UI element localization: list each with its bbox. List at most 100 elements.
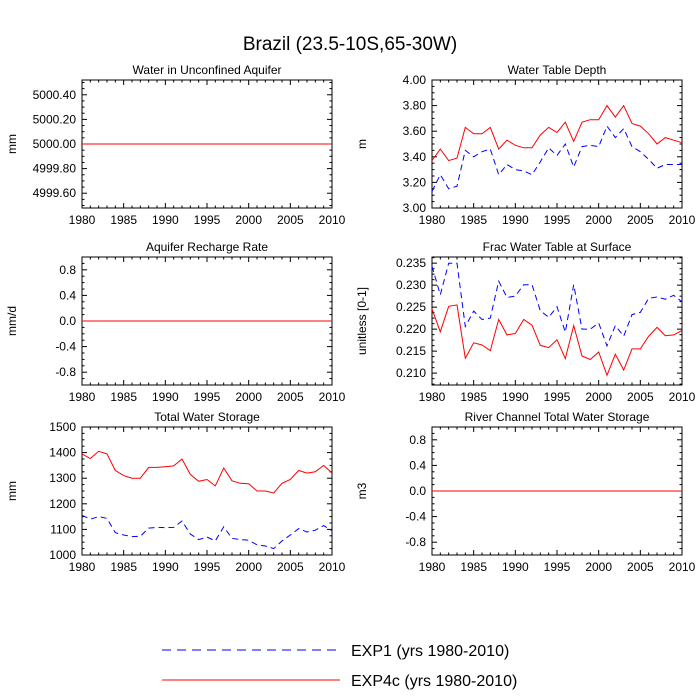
x-tick-label: 1985 [460,560,487,574]
x-tick-label: 2010 [669,390,696,404]
panel-3: Aquifer Recharge Rate 1980 1985 1990 1995 200… [5,240,346,404]
x-tick-label: 1990 [152,390,179,404]
x-tick-label: 1995 [194,390,221,404]
x-tick-label: 2000 [235,560,262,574]
y-tick-label: 0.0 [409,484,426,498]
x-tick-label: 2005 [627,213,654,227]
legend-label-exp1: EXP1 (yrs 1980-2010) [351,643,509,660]
x-tick-label: 1985 [110,390,137,404]
panel-title: Water Table Depth [508,63,607,77]
x-tick-label: 1985 [460,213,487,227]
x-tick-label: 1980 [69,390,96,404]
y-tick-label: 0.8 [59,263,76,277]
x-tick-label: 2005 [627,390,654,404]
x-tick-label: 1990 [502,560,529,574]
x-tick-label: 2010 [319,560,346,574]
y-tick-label: 4999.80 [33,162,77,176]
y-tick-label: 5000.20 [33,112,77,126]
panel-4: Frac Water Table at Surface 1980 1985 1990 1… [355,240,696,404]
x-tick-label: 2005 [277,390,304,404]
plot-frame [81,426,333,556]
x-tick-label: 2000 [235,213,262,227]
panel-2: Water Table Depth 1980 1985 1990 1995 2000 200… [355,63,696,227]
y-tick-label: 0.220 [396,322,426,336]
x-tick-label: 1990 [152,560,179,574]
panel-5: Total Water Storage 1980 1985 1990 1995 2000 2… [5,410,346,574]
series-line-exp4c [431,104,683,162]
x-tick-label: 2000 [585,213,612,227]
y-tick-label: 0.230 [396,278,426,292]
y-tick-label: 0.4 [409,458,426,472]
x-tick-label: 1995 [194,560,221,574]
legend: EXP1 (yrs 1980-2010) EXP4c (yrs 1980-201… [162,643,517,690]
y-tick-label: 1400 [49,446,76,460]
y-axis-label: m3 [355,482,369,499]
plot-frame [431,256,683,386]
panel-1: Water in Unconfined Aquifer 1980 1985 1990 1… [5,63,346,227]
x-tick-label: 1980 [69,213,96,227]
series-line-exp4c [431,304,683,377]
y-axis-label: unitless [0-1] [355,287,369,355]
panel-title: Total Water Storage [154,410,260,424]
y-axis-label: mm [5,134,19,154]
y-tick-label: 4.00 [403,73,427,87]
panel-title: River Channel Total Water Storage [465,410,650,424]
x-tick-label: 2005 [277,560,304,574]
x-tick-label: 1980 [419,390,446,404]
y-tick-label: 3.80 [403,99,427,113]
y-tick-label: -0.4 [405,510,426,524]
x-tick-label: 1980 [419,213,446,227]
x-tick-label: 2010 [319,390,346,404]
x-tick-label: 1990 [502,213,529,227]
y-tick-label: -0.8 [55,365,76,379]
x-tick-label: 2010 [669,560,696,574]
y-tick-label: 4999.60 [33,186,77,200]
panel-6: River Channel Total Water Storage 1980 198… [355,410,696,574]
y-tick-label: 3.40 [403,150,427,164]
y-tick-label: 0.225 [396,300,426,314]
x-tick-label: 2010 [669,213,696,227]
y-tick-label: -0.8 [405,535,426,549]
x-tick-label: 1985 [460,390,487,404]
y-tick-label: 0.210 [396,366,426,380]
x-tick-label: 1985 [110,560,137,574]
x-tick-label: 2000 [235,390,262,404]
y-tick-label: 1500 [49,420,76,434]
y-tick-label: 3.00 [403,201,427,215]
y-tick-label: 1100 [50,522,76,536]
y-tick-label: 0.8 [409,433,426,447]
panel-title: Aquifer Recharge Rate [146,240,268,254]
y-axis-label: m [355,139,369,149]
x-tick-label: 1995 [194,213,221,227]
x-tick-label: 1995 [544,213,571,227]
x-tick-label: 1985 [110,213,137,227]
y-tick-label: -0.4 [55,340,76,354]
series-line-exp1 [431,125,682,192]
y-tick-label: 3.60 [403,124,427,138]
x-tick-label: 2005 [277,213,304,227]
series-line-exp4c [81,450,333,494]
x-tick-label: 2000 [585,390,612,404]
x-tick-label: 1990 [152,213,179,227]
y-tick-label: 0.235 [396,256,426,270]
panels: Water in Unconfined Aquifer 1980 1985 1990 1… [5,63,696,574]
y-tick-label: 0.215 [396,344,426,358]
x-tick-label: 2000 [585,560,612,574]
x-tick-label: 1980 [69,560,96,574]
x-tick-label: 1995 [544,560,571,574]
y-axis-label: mm/d [5,306,19,336]
y-tick-label: 0.4 [59,288,76,302]
y-tick-label: 5000.40 [33,88,77,102]
legend-label-exp4c: EXP4c (yrs 1980-2010) [351,673,517,690]
y-tick-label: 3.20 [403,175,427,189]
y-tick-label: 1300 [49,471,76,485]
series-line-exp1 [431,262,683,348]
x-tick-label: 1990 [502,390,529,404]
figure-title: Brazil (23.5-10S,65-30W) [243,34,457,55]
series-line-exp1 [81,514,333,550]
x-tick-label: 2005 [627,560,654,574]
y-tick-label: 1200 [49,497,76,511]
y-tick-label: 1000 [49,548,76,562]
y-axis-label: mm [5,481,19,501]
